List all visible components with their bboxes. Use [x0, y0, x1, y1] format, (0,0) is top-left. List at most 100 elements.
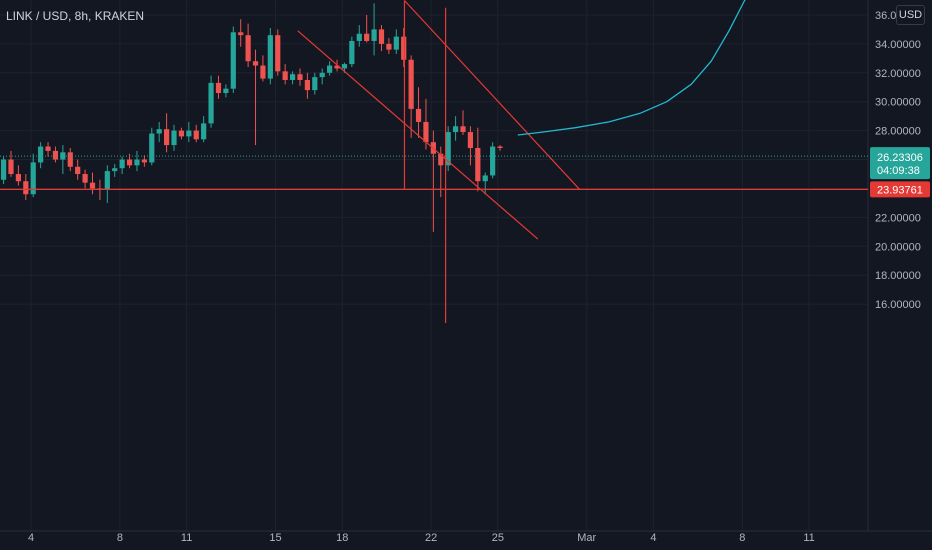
y-tick-label: 34.00000: [875, 39, 921, 51]
candle-body: [112, 168, 118, 172]
candle-body: [141, 159, 147, 163]
candle-body: [8, 159, 14, 174]
candle-body: [364, 33, 370, 41]
candle-body: [134, 159, 140, 166]
candle-body: [30, 162, 36, 195]
x-tick-label: 15: [269, 532, 281, 544]
candle-body: [393, 36, 399, 50]
candle-body: [52, 150, 59, 160]
candle-body: [445, 132, 451, 166]
candle-body: [164, 129, 170, 146]
candle-body: [371, 29, 377, 41]
candle-body: [23, 181, 29, 195]
x-tick-label: 18: [336, 532, 348, 544]
candle-body: [319, 72, 325, 78]
y-tick-label: 28.00000: [875, 126, 921, 138]
current-price-value: 26.23306: [877, 152, 923, 164]
candle-body: [275, 35, 281, 72]
projection-curve: [517, 0, 746, 136]
candles: [0, 3, 503, 232]
candle-body: [460, 126, 466, 133]
candle-body: [475, 147, 481, 182]
candle-body: [171, 130, 177, 146]
current-price-badge-bg: [870, 147, 930, 180]
candle-body: [126, 159, 133, 166]
candle-body: [386, 43, 392, 50]
channel-upper-line: [404, 0, 581, 191]
support-price-value: 23.93761: [877, 184, 923, 196]
candle-body: [341, 64, 348, 69]
y-tick-label: 18.00000: [875, 270, 921, 282]
candle-body: [156, 129, 162, 134]
candle-body: [467, 132, 474, 148]
candle-body: [408, 59, 414, 109]
candle-body: [490, 146, 496, 176]
x-tick-label: 22: [425, 532, 437, 544]
channel-lower-line: [297, 30, 539, 240]
y-tick-label: 20.00000: [875, 241, 921, 253]
candle-body: [104, 171, 110, 190]
candle-body: [423, 121, 429, 143]
candle-body: [378, 29, 385, 44]
candle-body: [15, 174, 22, 182]
candle-body: [82, 174, 88, 183]
candle-body: [67, 152, 73, 167]
candle-body: [119, 159, 125, 169]
support-price-badge-bg: [870, 181, 930, 198]
candle-body: [438, 153, 444, 166]
candle-body: [45, 146, 51, 151]
x-tick-label: 25: [492, 532, 504, 544]
candle-body: [297, 74, 303, 81]
candle-body: [356, 33, 362, 41]
candle-body: [334, 65, 340, 69]
candle-body: [178, 130, 185, 137]
candle-body: [452, 126, 459, 133]
candle-body: [415, 108, 422, 122]
candle-body: [201, 123, 207, 140]
y-tick-label: 22.00000: [875, 212, 921, 224]
currency-button[interactable]: USD: [896, 5, 925, 25]
candle-body: [186, 130, 192, 137]
symbol-title: LINK / USD, 8h, KRAKEN: [6, 9, 145, 23]
candle-body: [208, 82, 214, 124]
y-tick-label: 30.00000: [875, 97, 921, 109]
candle-body: [75, 166, 81, 174]
y-tick-label: 32.00000: [875, 68, 921, 80]
candle-body: [260, 65, 266, 79]
candle-body: [149, 133, 155, 163]
candle-body: [0, 159, 7, 180]
candle-body: [89, 182, 96, 189]
candle-body: [482, 175, 488, 182]
candle-body: [267, 35, 273, 79]
candle-body: [38, 146, 44, 163]
x-tick-label: Mar: [577, 532, 596, 544]
countdown-timer: 04:09:38: [877, 165, 920, 177]
candle-body: [327, 65, 333, 73]
candle-body: [349, 40, 355, 65]
candle-body: [401, 36, 407, 60]
candle-body: [282, 71, 288, 81]
x-tick-label: 8: [739, 532, 745, 544]
candle-body: [312, 77, 318, 91]
candle-body: [238, 32, 244, 36]
candle-body: [252, 61, 259, 66]
candle-body: [304, 80, 310, 91]
candle-body: [193, 130, 199, 140]
x-tick-label: 4: [28, 532, 34, 544]
candle-body: [289, 74, 296, 81]
candle-body: [230, 32, 236, 89]
x-tick-label: 11: [803, 532, 814, 544]
candle-body: [215, 82, 222, 94]
time-axis[interactable]: 4 8 11 15 18 22 25 Mar 4 8 11: [28, 532, 815, 544]
x-tick-label: 11: [181, 532, 192, 544]
support-price-badge: 23.93761: [870, 181, 930, 198]
candle-body: [245, 35, 251, 62]
candle-body: [497, 146, 503, 148]
candle-body: [60, 152, 66, 160]
trend-drawings: [0, 0, 868, 323]
candle-body: [223, 88, 229, 94]
chart-grid: [0, 0, 932, 532]
